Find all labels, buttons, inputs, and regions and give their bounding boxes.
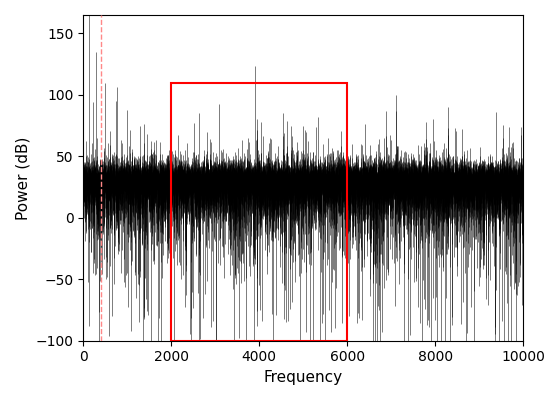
X-axis label: Frequency: Frequency <box>264 370 343 385</box>
Bar <box>171 83 347 341</box>
Y-axis label: Power (dB): Power (dB) <box>15 136 30 220</box>
